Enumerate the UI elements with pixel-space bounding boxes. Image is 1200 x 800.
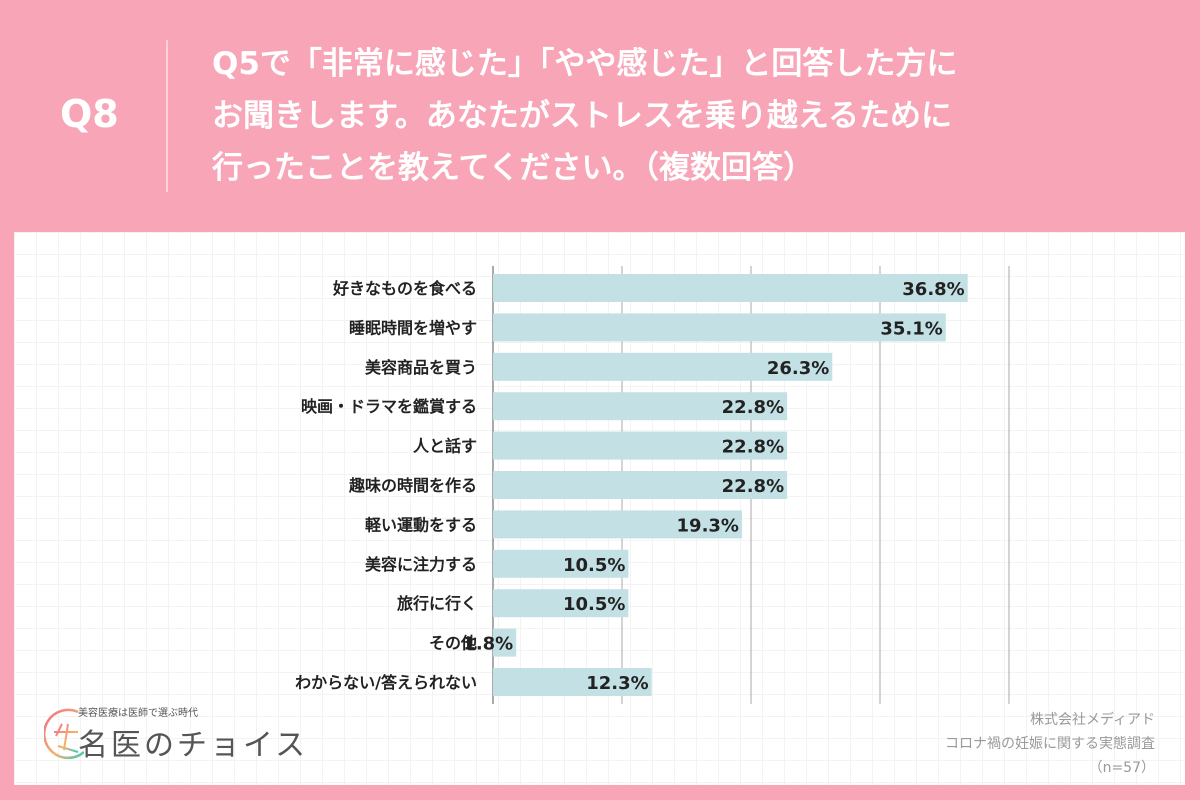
data-label: 12.3% — [586, 673, 648, 694]
data-label: 19.3% — [677, 515, 739, 536]
category-label: 軽い運動をする — [365, 515, 477, 534]
question-number: Q8 — [60, 92, 119, 136]
category-label: 趣味の時間を作る — [348, 476, 477, 495]
category-label: 人と話す — [413, 437, 477, 456]
category-label: わからない/答えられない — [295, 673, 477, 692]
data-label: 26.3% — [767, 358, 829, 379]
bar — [493, 274, 968, 302]
category-label: 美容商品を買う — [365, 358, 477, 377]
data-label: 10.5% — [563, 594, 625, 615]
data-label: 22.8% — [722, 437, 784, 458]
bar — [493, 589, 629, 618]
bar — [493, 313, 946, 342]
bar — [493, 352, 833, 381]
bar — [493, 510, 742, 539]
data-label: 36.8% — [902, 279, 964, 300]
data-label: 1.8% — [463, 634, 513, 655]
data-label: 22.8% — [722, 397, 784, 418]
category-label: その他 — [429, 634, 477, 653]
header-divider — [166, 40, 168, 192]
bar — [493, 392, 788, 421]
category-label: 映画・ドラマを鑑賞する — [301, 397, 477, 416]
category-label: 美容に注力する — [365, 555, 477, 574]
bar — [493, 549, 629, 578]
data-label: 22.8% — [722, 476, 784, 497]
credit-company: 株式会社メディアド — [1029, 712, 1155, 728]
bar — [493, 628, 517, 657]
logo-tagline: 美容医療は医師で選ぶ時代 — [78, 708, 198, 719]
logo-name: 名医のチョイス — [78, 728, 309, 763]
category-label: 旅行に行く — [397, 594, 477, 613]
bar — [493, 668, 652, 696]
credit: 株式会社メディアド コロナ禍の妊娠に関する実態調査 （n=57） — [945, 708, 1155, 780]
credit-survey: コロナ禍の妊娠に関する実態調査 — [945, 736, 1155, 752]
bar — [493, 431, 788, 460]
logo: 美容医療は医師で選ぶ時代 名医のチョイス — [44, 702, 334, 772]
data-label: 35.1% — [880, 318, 942, 339]
data-label: 10.5% — [563, 555, 625, 576]
question-text: Q5で「非常に感じた」「やや感じた」と回答した方に お聞きします。あなたがストレ… — [212, 46, 958, 186]
category-label: 好きなものを食べる — [332, 279, 477, 298]
bar — [493, 471, 788, 499]
logo-mark-icon — [44, 708, 84, 760]
credit-sample: （n=57） — [1088, 760, 1155, 776]
category-label: 睡眠時間を増やす — [349, 318, 477, 337]
